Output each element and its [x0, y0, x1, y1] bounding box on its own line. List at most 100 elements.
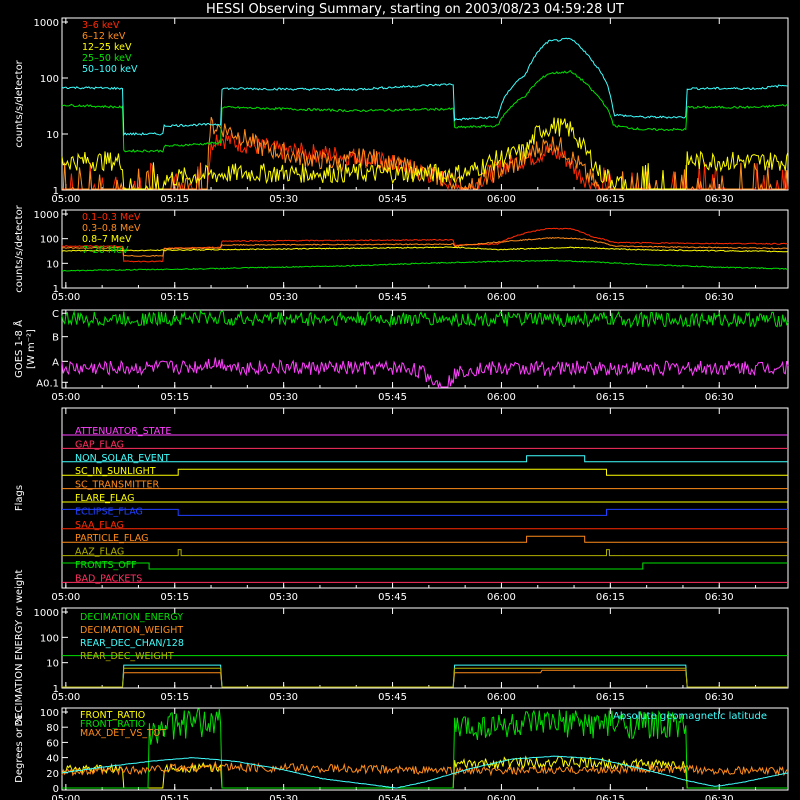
x-tick-label: 05:00 [51, 392, 80, 403]
y-axis-label: DECIMATION ENERGY or weight [14, 569, 25, 726]
y-tick-label: 20 [46, 769, 59, 780]
y-tick-label: A [52, 357, 59, 368]
y-tick-label: 40 [46, 754, 59, 765]
y-tick-label: 100 [40, 708, 59, 719]
series-line-1 [62, 708, 788, 789]
figure-title: HESSI Observing Summary, starting on 200… [206, 2, 624, 17]
x-tick-label: 05:45 [378, 194, 407, 205]
panel-frame [61, 607, 789, 689]
y-tick-label: 60 [46, 738, 59, 749]
y-axis-label: GOES 1-8 Å [12, 320, 25, 378]
legend-entry: 50–100 keV [82, 64, 138, 75]
flag-label: SC_IN_SUNLIGHT [75, 466, 156, 477]
x-tick-label: 05:00 [51, 292, 80, 303]
x-tick-label: 06:15 [596, 794, 625, 800]
x-tick-label: 06:00 [487, 592, 516, 603]
x-tick-label: 05:15 [160, 392, 189, 403]
series-line-2 [61, 760, 788, 777]
y-tick-label: 1 [53, 684, 59, 695]
y-tick-label: C [52, 309, 59, 320]
series-line-particle-flag [62, 535, 788, 543]
x-tick-label: 06:15 [596, 194, 625, 205]
flag-label: FLARE_FLAG [75, 493, 135, 504]
y-axis-label: Flags [14, 485, 25, 511]
x-tick-label: 05:45 [378, 794, 407, 800]
legend-entry: REAR_DEC_CHAN/128 [80, 638, 184, 649]
x-tick-label: 06:15 [596, 392, 625, 403]
x-tick-label: 06:30 [705, 292, 734, 303]
panel-high_energy: 05:00 05:15 05:30 05:45 06:00 06:15 06:30 1 10 10… [14, 204, 789, 303]
series-line-aaz-flag [62, 549, 788, 557]
x-tick-label: 06:30 [705, 392, 734, 403]
panel-frame [61, 17, 789, 191]
legend-entry: 7–20 MeV [82, 245, 129, 256]
series-line-4 [61, 37, 789, 137]
panel-frame [61, 407, 789, 589]
y-tick-label: 80 [46, 723, 59, 734]
panel-frame [61, 707, 789, 791]
legend-entry: 0.3–0.8 MeV [82, 223, 141, 234]
x-tick-label: 05:45 [378, 392, 407, 403]
y-tick-label: 10 [46, 659, 59, 670]
series-line-2 [61, 117, 789, 191]
x-tick-label: 06:30 [705, 194, 734, 205]
y-tick-label: A0.1 [36, 378, 59, 389]
flag-label: ECLIPSE_FLAG [75, 506, 143, 517]
x-tick-label: 05:00 [51, 794, 80, 800]
y-tick-label: 100 [40, 235, 59, 246]
x-tick-label: 05:00 [51, 592, 80, 603]
x-tick-label: 05:30 [269, 794, 298, 800]
x-tick-label: 06:30 [705, 592, 734, 603]
x-tick-label: 05:30 [269, 292, 298, 303]
legend-entry: 25–50 keV [82, 53, 132, 64]
flag-label: SAA_FLAG [75, 520, 124, 531]
series-line-3 [61, 755, 789, 789]
series-line-2 [61, 246, 789, 253]
series-line-1 [61, 357, 789, 389]
x-tick-label: 05:45 [378, 692, 407, 703]
x-tick-label: 06:00 [487, 194, 516, 205]
legend-entry: 0.1–0.3 MeV [82, 212, 141, 223]
y-tick-label: 100 [40, 74, 59, 85]
x-tick-label: 06:00 [487, 692, 516, 703]
x-tick-label: 06:15 [596, 592, 625, 603]
y-tick-label: 1000 [34, 18, 59, 29]
flag-label: NON_SOLAR_EVENT [75, 453, 170, 464]
y-tick-label: 0 [53, 784, 59, 795]
y-axis-unit: [W m⁻²] [26, 329, 37, 369]
flag-label: PARTICLE_FLAG [75, 533, 148, 544]
panel-decimation: 05:00 05:15 05:30 05:45 06:00 06:15 06:30 1 10 10… [14, 569, 789, 726]
x-tick-label: 05:15 [160, 794, 189, 800]
flag-label: BAD_PACKETS [75, 573, 142, 584]
x-tick-label: 06:00 [487, 392, 516, 403]
flag-label: SC_TRANSMITTER [75, 480, 160, 491]
x-tick-label: 05:00 [51, 194, 80, 205]
series-line-0 [61, 309, 789, 329]
annotation-label: Absolute geomagnetic latitude [613, 711, 767, 722]
legend-entry: FRONT_RATIO [80, 719, 145, 730]
y-axis-label: Degrees or % [14, 715, 25, 783]
y-tick-label: 10 [46, 259, 59, 270]
y-tick-label: 100 [40, 633, 59, 644]
legend-entry: DECIMATION_WEIGHT [80, 625, 183, 636]
y-tick-label: 1000 [34, 210, 59, 221]
flag-label: ATTENUATOR_STATE [75, 426, 171, 437]
panel-frame [61, 309, 789, 389]
panels-group: 05:00 05:15 05:30 05:45 06:00 06:15 06:3011010… [12, 17, 789, 800]
legend-entry: 3–6 keV [82, 20, 120, 31]
series-line-3 [61, 259, 789, 272]
panel-counts: 05:00 05:15 05:30 05:45 06:00 06:15 06:30 1 10 10… [14, 17, 789, 205]
legend-entry: FRONT_RATIO [80, 710, 145, 721]
x-tick-label: 05:15 [160, 292, 189, 303]
y-axis-label: counts/s/detector [14, 204, 25, 292]
x-tick-label: 06:15 [596, 692, 625, 703]
series-line-fronts-off [62, 562, 788, 570]
series-line-1 [62, 116, 789, 191]
series-line-non-solar-event [62, 455, 788, 463]
series-line-sc-in-sunlight [62, 468, 788, 476]
legend-entry: REAR_DEC_WEIGHT [80, 651, 174, 662]
x-tick-label: 06:30 [705, 794, 734, 800]
y-tick-label: 1 [53, 186, 59, 197]
x-tick-label: 05:15 [160, 592, 189, 603]
x-tick-label: 05:45 [378, 292, 407, 303]
